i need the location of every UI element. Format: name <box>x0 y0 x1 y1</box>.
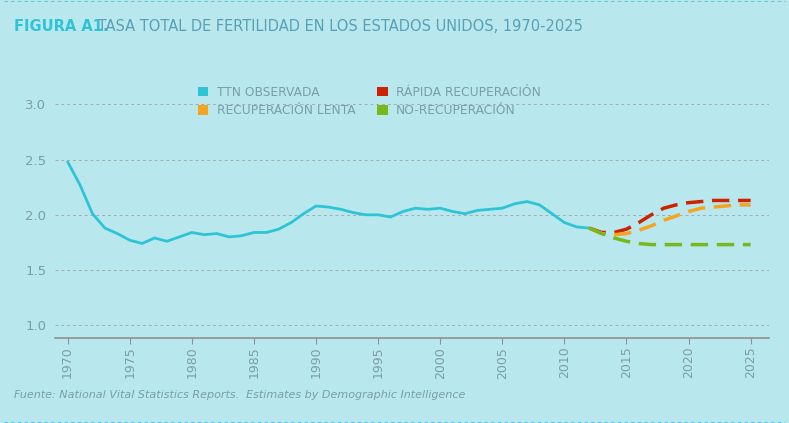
Text: TASA TOTAL DE FERTILIDAD EN LOS ESTADOS UNIDOS, 1970-2025: TASA TOTAL DE FERTILIDAD EN LOS ESTADOS … <box>93 19 583 34</box>
Text: Fuente: National Vital Statistics Reports.  Estimates by Demographic Intelligenc: Fuente: National Vital Statistics Report… <box>14 390 466 400</box>
Legend: TTN OBSERVADA, RECUPERACIÓN LENTA, RÁPIDA RECUPERACIÓN, NO-RECUPERACIÓN: TTN OBSERVADA, RECUPERACIÓN LENTA, RÁPID… <box>198 85 541 117</box>
Text: FIGURA A1.: FIGURA A1. <box>14 19 109 34</box>
